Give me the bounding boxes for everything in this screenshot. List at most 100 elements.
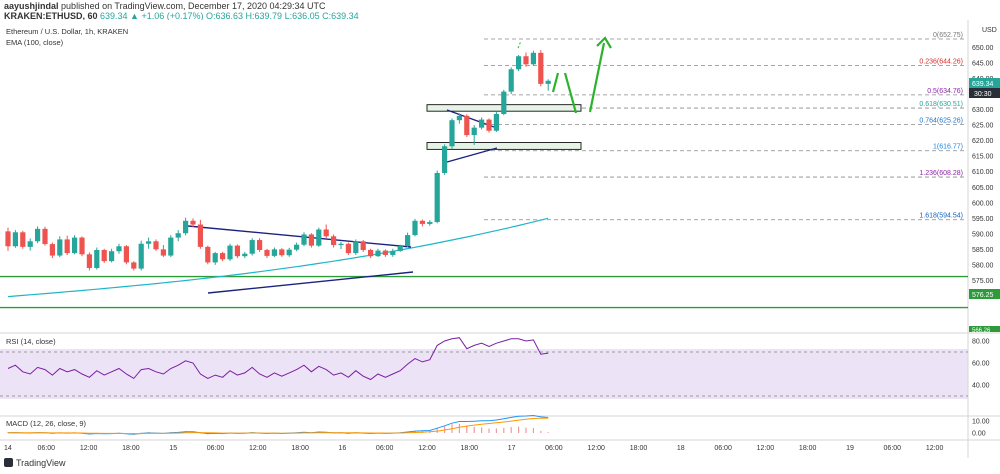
- signal-line: [7, 417, 549, 435]
- triangle-lower-trendline: [207, 271, 414, 294]
- flag-lower-trendline: [446, 147, 498, 163]
- candle-body: [434, 172, 440, 223]
- projection-arrows: [517, 36, 612, 114]
- symbol-label[interactable]: KRAKEN:ETHUSD, 60: [4, 11, 98, 21]
- author-name[interactable]: aayushjindal: [4, 1, 59, 11]
- candle-body: [153, 241, 159, 250]
- time-tick-label: 06:00: [207, 445, 225, 452]
- candle-body: [308, 234, 314, 246]
- time-tick-label: 12:00: [80, 445, 98, 452]
- price-tick-label: 605.00: [972, 185, 994, 192]
- candle-body: [538, 52, 544, 84]
- time-tick-label: 16: [339, 445, 347, 452]
- footer-brand[interactable]: TradingView: [16, 458, 66, 468]
- price-tick-label: 615.00: [972, 154, 994, 161]
- candle-body: [138, 243, 144, 269]
- candle-body: [27, 241, 33, 247]
- chart-title: Ethereum / U.S. Dollar, 1h, KRAKEN: [6, 27, 128, 36]
- projection-arrow-up-large: [588, 42, 606, 113]
- candle-body: [168, 237, 174, 256]
- lower-price-badge: [969, 326, 1000, 332]
- candle-body: [234, 245, 240, 257]
- time-tick-label: 06:00: [376, 445, 394, 452]
- chart-header: aayushjindal published on TradingView.co…: [0, 0, 1000, 21]
- rsi-line: [7, 337, 549, 381]
- ohlc-readout: 639.34 ▲ +1.06 (+0.17%) O:636.63 H:639.7…: [100, 11, 359, 21]
- candle-body: [338, 243, 344, 246]
- price-tick-label: 575.00: [972, 278, 994, 285]
- candle-body: [449, 120, 455, 147]
- trend-lines: [187, 109, 498, 294]
- time-tick-label: 18: [677, 445, 685, 452]
- candle-body: [390, 250, 396, 255]
- candle-body: [493, 113, 499, 131]
- flag-upper-trendline: [446, 109, 495, 128]
- tradingview-logo-icon: [4, 458, 13, 467]
- candle-body: [375, 250, 381, 257]
- candle-body: [109, 251, 115, 262]
- time-tick-label: 06:00: [884, 445, 902, 452]
- time-tick-label: 19: [846, 445, 854, 452]
- candle-body: [257, 240, 263, 250]
- candle-body: [279, 249, 285, 256]
- candle-body: [405, 235, 411, 246]
- candle-body: [271, 249, 277, 256]
- candle-body: [220, 253, 226, 260]
- candle-body: [301, 234, 307, 245]
- candle-body: [545, 80, 551, 84]
- candle-body: [57, 239, 63, 256]
- time-axis[interactable]: 14 06:00 12:00 18:00 15 06:00 12:00 18:00 16 06:0…: [4, 445, 943, 452]
- candle-body: [323, 229, 329, 237]
- fib-label: 0.5(634.76): [927, 88, 963, 95]
- candle-body: [101, 249, 107, 262]
- candle-body: [12, 232, 18, 247]
- candle-countdown: 30:30: [974, 91, 992, 98]
- publish-text: published on TradingView.com, December 1…: [61, 1, 326, 11]
- rsi-tick-label: 80.00: [972, 339, 990, 346]
- fib-label: 0(652.75): [933, 32, 963, 39]
- candle-body: [456, 115, 462, 121]
- rsi-legend: RSI (14, close): [6, 337, 56, 346]
- price-tick-label: 590.00: [972, 231, 994, 238]
- candle-body: [264, 249, 270, 256]
- candle-body: [175, 233, 181, 238]
- candle-body: [464, 115, 470, 136]
- time-tick-label: 17: [508, 445, 516, 452]
- candle-body: [286, 249, 292, 256]
- price-tick-label: 650.00: [972, 45, 994, 52]
- time-tick-label: 18:00: [122, 445, 140, 452]
- price-tick-label: 610.00: [972, 169, 994, 176]
- countdown-badge: [969, 88, 1000, 98]
- support-price-badge: [969, 289, 1000, 299]
- candle-body: [345, 243, 351, 254]
- candle-body: [197, 224, 203, 247]
- candle-body: [146, 241, 152, 244]
- currency-label: USD: [982, 27, 997, 34]
- time-tick-label: 06:00: [714, 445, 732, 452]
- footer: TradingView: [4, 458, 66, 468]
- arrowhead-icon: [596, 36, 612, 49]
- candle-body: [131, 262, 137, 269]
- candle-body: [72, 237, 78, 254]
- fib-label: 0.236(644.26): [919, 58, 963, 65]
- projection-arrow-down: [563, 72, 578, 114]
- time-tick-label: 06:00: [545, 445, 563, 452]
- fib-label: 1(616.77): [933, 144, 963, 151]
- time-tick-label: 18:00: [799, 445, 817, 452]
- macd-tick-label: 0.00: [972, 431, 986, 438]
- rsi-tick-label: 60.00: [972, 361, 990, 368]
- candle-body: [471, 127, 477, 136]
- candle-body: [242, 253, 248, 257]
- candle-body: [397, 245, 403, 251]
- chart-canvas[interactable]: 0(652.75) 0.236(644.26) 0.5(634.76) 0.618(6…: [0, 20, 1000, 458]
- candle-body: [212, 253, 218, 263]
- time-tick-label: 12:00: [249, 445, 267, 452]
- candle-body: [368, 249, 374, 257]
- candle-body: [508, 69, 514, 92]
- candle-body: [294, 244, 300, 250]
- macd-legend: MACD (12, 26, close, 9): [6, 419, 87, 428]
- candle-body: [412, 220, 418, 236]
- time-tick-label: 18:00: [630, 445, 648, 452]
- projection-arrow-up-small: [551, 72, 560, 93]
- price-tick-label: 630.00: [972, 107, 994, 114]
